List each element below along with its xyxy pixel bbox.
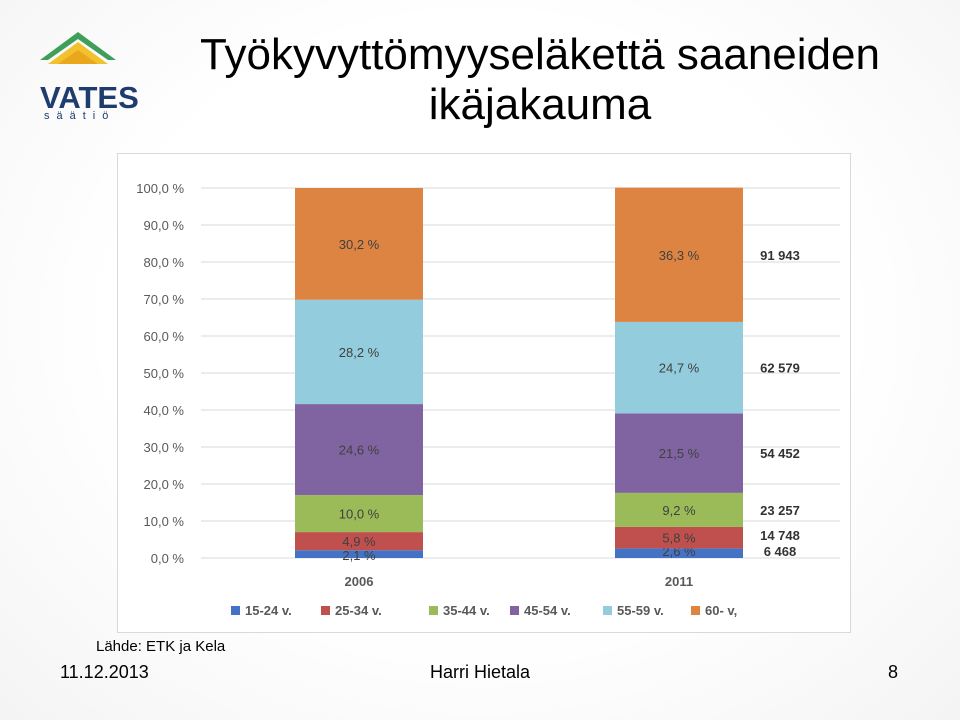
data-label: 4,9 % bbox=[342, 534, 376, 549]
data-label: 28,2 % bbox=[339, 345, 380, 360]
bar-segment bbox=[615, 526, 743, 549]
legend-label: 35-44 v. bbox=[443, 603, 490, 618]
legend-swatch bbox=[429, 606, 438, 615]
bar-segment bbox=[295, 188, 423, 300]
slide-title: Työkyvyttömyyseläkettä saaneiden ikäjaka… bbox=[200, 30, 880, 129]
data-label: 36,3 % bbox=[659, 248, 700, 263]
data-label: 10,0 % bbox=[339, 507, 380, 522]
x-category-label: 2006 bbox=[345, 574, 374, 589]
count-label-2011: 14 748 bbox=[760, 528, 800, 543]
y-tick-label: 60,0 % bbox=[144, 329, 185, 344]
legend-label: 15-24 v. bbox=[245, 603, 292, 618]
data-label: 30,2 % bbox=[339, 237, 380, 252]
data-label: 9,2 % bbox=[662, 503, 696, 518]
source-note: Lähde: ETK ja Kela bbox=[96, 638, 226, 655]
legend-swatch bbox=[321, 606, 330, 615]
count-label-2011: 62 579 bbox=[760, 361, 800, 376]
bar-segment bbox=[615, 413, 743, 493]
logo-roof-icon bbox=[40, 32, 116, 64]
y-tick-label: 80,0 % bbox=[144, 255, 185, 270]
count-label-2011: 54 452 bbox=[760, 446, 800, 461]
data-label: 21,5 % bbox=[659, 446, 700, 461]
legend-swatch bbox=[231, 606, 240, 615]
bar-segment bbox=[615, 187, 743, 322]
stacked-bar-chart: 0,0 % 10,0 % 20,0 % 30,0 % 40,0 % 50,0 % 60,0 … bbox=[136, 181, 840, 618]
data-label: 24,6 % bbox=[339, 443, 380, 458]
y-tick-label: 90,0 % bbox=[144, 218, 185, 233]
y-tick-label: 0,0 % bbox=[151, 551, 185, 566]
bar-segment bbox=[295, 532, 423, 551]
footer-author: Harri Hietala bbox=[430, 662, 531, 682]
count-label-2011: 91 943 bbox=[760, 248, 800, 263]
chart-container: 0,0 % 10,0 % 20,0 % 30,0 % 40,0 % 50,0 % 60,0 … bbox=[117, 153, 851, 633]
logo-subtitle: säätiö bbox=[44, 110, 116, 122]
y-tick-label: 50,0 % bbox=[144, 366, 185, 381]
legend-label: 60- v, bbox=[705, 603, 737, 618]
bar-segment bbox=[615, 321, 743, 414]
legend-label: 55-59 v. bbox=[617, 603, 664, 618]
legend-swatch bbox=[510, 606, 519, 615]
y-tick-label: 70,0 % bbox=[144, 292, 185, 307]
bar-segment bbox=[615, 548, 743, 558]
data-label: 2,1 % bbox=[342, 548, 376, 563]
logo-name: VATES bbox=[40, 80, 139, 115]
legend-swatch bbox=[603, 606, 612, 615]
legend-label: 45-54 v. bbox=[524, 603, 571, 618]
x-category-label: 2011 bbox=[665, 574, 693, 589]
y-tick-label: 10,0 % bbox=[144, 514, 185, 529]
legend-swatch bbox=[691, 606, 700, 615]
count-label-2011: 6 468 bbox=[764, 544, 797, 559]
vates-logo: VATES säätiö bbox=[38, 30, 139, 125]
y-tick-label: 100,0 % bbox=[136, 181, 184, 196]
bar-segment bbox=[615, 492, 743, 527]
count-label-2011: 23 257 bbox=[760, 503, 800, 518]
data-label: 24,7 % bbox=[659, 361, 700, 376]
data-label: 5,8 % bbox=[662, 531, 696, 546]
page-number: 8 bbox=[888, 662, 899, 682]
footer-date: 11.12.2013 bbox=[60, 662, 149, 682]
bar-segment bbox=[295, 495, 423, 533]
bar-segment bbox=[295, 550, 423, 558]
y-tick-label: 40,0 % bbox=[144, 403, 185, 418]
bar-segment bbox=[295, 299, 423, 405]
legend-label: 25-34 v. bbox=[335, 603, 382, 618]
bar-segment bbox=[295, 404, 423, 496]
y-tick-label: 20,0 % bbox=[144, 477, 185, 492]
y-tick-label: 30,0 % bbox=[144, 440, 185, 455]
